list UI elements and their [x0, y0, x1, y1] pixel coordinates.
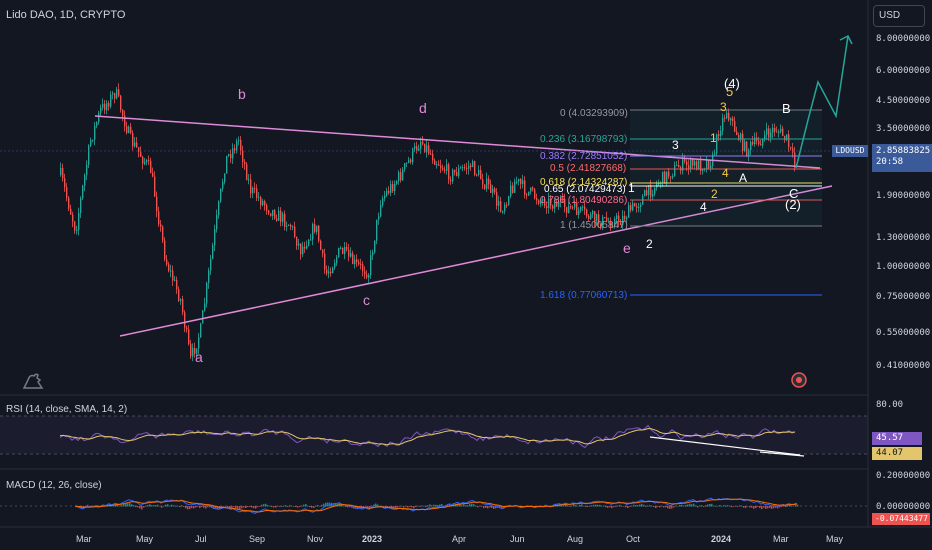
wave-label-e: e: [623, 240, 631, 256]
price-tick: 0.75000000: [876, 292, 931, 302]
wave-label-d: d: [419, 100, 427, 116]
time-label: Apr: [452, 534, 467, 544]
wave-label-b: b: [238, 86, 246, 102]
price-tick: 1.00000000: [876, 262, 931, 272]
wave-label-small-3: 3: [672, 138, 679, 152]
fib-label-0382: 0.382 (2.72851052): [540, 151, 628, 162]
time-label: Mar: [773, 534, 789, 544]
wave-label-a: a: [195, 349, 203, 365]
wave-label-2: 2: [711, 187, 718, 201]
rsi-pane: [0, 415, 868, 457]
time-label: Oct: [626, 534, 641, 544]
wave-label-small-4: 4: [700, 200, 707, 214]
fib-label-1618: 1.618 (0.77060713): [540, 290, 628, 301]
wave-label-3: 3: [720, 100, 727, 114]
rsi-tick: 80.00: [876, 400, 904, 410]
wave-label-small-2: 2: [646, 237, 653, 251]
countdown: 20:58: [876, 157, 904, 167]
fib-label-0786: 0.786 (1.80490286): [540, 195, 628, 206]
price-tick: 0.41000000: [876, 361, 931, 371]
time-label: May: [136, 534, 154, 544]
fib-label-0: 0 (4.03293909): [560, 108, 628, 119]
rsi-value: 45.57: [872, 432, 922, 445]
last-price-badge: 2.85883825 20:58: [872, 144, 932, 172]
time-axis[interactable]: Mar May Jul Sep Nov 2023 Apr Jun Aug Oct…: [0, 527, 868, 550]
price-tick: 8.00000000: [876, 34, 931, 44]
wave-label-4-major: (4): [724, 76, 740, 91]
price-tick: 4.50000000: [876, 96, 931, 106]
time-label: Sep: [249, 534, 266, 544]
time-label: Jul: [195, 534, 207, 544]
price-tick: 1.30000000: [876, 233, 931, 243]
drawing-overlay: [0, 34, 868, 337]
fib-label-1: 1 (1.45005847): [560, 220, 628, 231]
wave-label-B: B: [782, 101, 791, 116]
symbol-tag: LDOUSD: [832, 145, 868, 157]
time-label: Mar: [76, 534, 92, 544]
rsi-label[interactable]: RSI (14, close, SMA, 14, 2): [6, 404, 128, 415]
time-label: Nov: [307, 534, 324, 544]
rsi-sma-value: 44.07: [872, 447, 922, 460]
time-label: 2024: [711, 534, 732, 544]
wave-label-5: 5: [726, 84, 734, 99]
wave-label-small-1: 1: [628, 181, 635, 195]
wave-label-1: 1: [710, 131, 717, 145]
event-marker-icon[interactable]: [791, 372, 807, 388]
time-label: Jun: [510, 534, 525, 544]
wave-label-c: c: [363, 292, 370, 308]
fib-label-0618: 0.618 (2.14324287): [540, 177, 628, 188]
price-tick: 3.50000000: [876, 124, 931, 134]
wave-label-C: C: [789, 186, 799, 201]
last-price: 2.85883825: [876, 146, 931, 156]
fib-label-0236: 0.236 (3.16798793): [540, 134, 628, 145]
price-tick: 1.90000000: [876, 191, 931, 201]
wave-label-2-major: (2): [785, 197, 801, 212]
macd-tick: 0.00000000: [876, 502, 931, 512]
time-label: Aug: [567, 534, 584, 544]
time-label: 2023: [362, 534, 383, 544]
fib-label-065: 0.65 (2.07429473): [544, 184, 626, 195]
macd-tick: 0.20000000: [876, 471, 931, 481]
price-tick: 6.00000000: [876, 66, 931, 76]
chart-title: Lido DAO, 1D, CRYPTO: [6, 9, 126, 21]
macd-pane: [0, 497, 868, 514]
macd-label[interactable]: MACD (12, 26, close): [6, 480, 102, 491]
time-label: May: [826, 534, 844, 544]
price-tick: 0.55000000: [876, 328, 931, 338]
wave-label-4: 4: [722, 166, 729, 180]
currency-selector[interactable]: USD: [873, 5, 925, 27]
macd-value: -0.07443477: [872, 513, 930, 525]
fib-label-05: 0.5 (2.41827668): [550, 163, 627, 174]
wave-label-A: A: [739, 171, 748, 185]
price-axis[interactable]: 8.00000000 6.00000000 4.50000000 3.50000…: [872, 0, 932, 395]
tradingview-dino-icon: [22, 370, 46, 390]
